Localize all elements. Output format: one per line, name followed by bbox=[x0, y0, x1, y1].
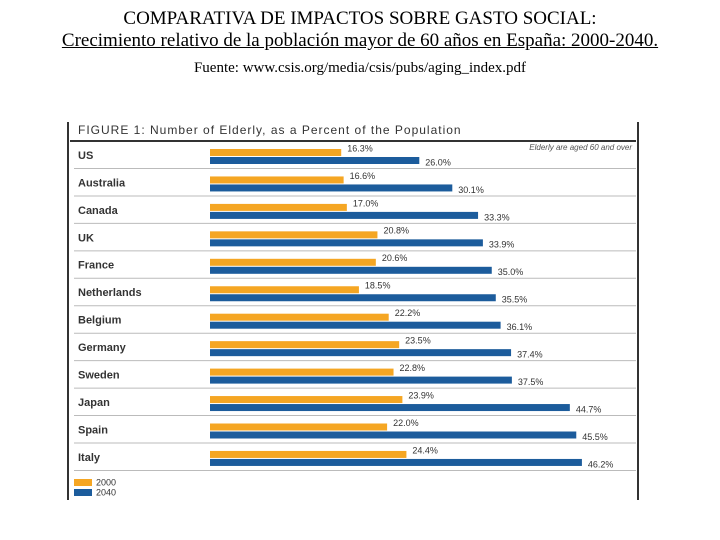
category-label: Germany bbox=[78, 342, 127, 354]
bar bbox=[210, 211, 479, 219]
category-label: Spain bbox=[78, 424, 108, 436]
category-label: Italy bbox=[78, 452, 101, 464]
legend-swatch bbox=[74, 489, 92, 496]
bar bbox=[210, 239, 483, 247]
bar bbox=[210, 423, 388, 431]
bar bbox=[210, 341, 400, 349]
value-label: 17.0% bbox=[353, 198, 379, 208]
category-label: Netherlands bbox=[78, 287, 142, 299]
value-label: 37.4% bbox=[517, 350, 543, 360]
bar bbox=[210, 404, 570, 412]
bar bbox=[210, 149, 342, 156]
bar bbox=[210, 321, 501, 329]
category-label: Belgium bbox=[78, 315, 122, 327]
bar bbox=[210, 157, 420, 164]
category-label: France bbox=[78, 260, 114, 272]
bar bbox=[210, 376, 512, 384]
bar bbox=[210, 203, 347, 211]
value-label: 24.4% bbox=[412, 445, 438, 455]
bar bbox=[210, 176, 344, 184]
chart-title: FIGURE 1: Number of Elderly, as a Percen… bbox=[78, 123, 462, 137]
category-label: Japan bbox=[78, 397, 110, 409]
category-label: Australia bbox=[78, 177, 126, 189]
bar bbox=[210, 286, 359, 294]
value-label: 26.0% bbox=[425, 157, 451, 167]
value-label: 46.2% bbox=[588, 459, 614, 469]
bar bbox=[210, 294, 496, 302]
chart-note: Elderly are aged 60 and over bbox=[529, 143, 632, 152]
legend-label: 2000 bbox=[96, 477, 116, 487]
value-label: 16.3% bbox=[347, 143, 373, 153]
value-label: 36.1% bbox=[507, 322, 533, 332]
bar bbox=[210, 258, 376, 266]
value-label: 23.5% bbox=[405, 336, 431, 346]
category-label: Sweden bbox=[78, 370, 120, 382]
header: COMPARATIVA DE IMPACTOS SOBRE GASTO SOCI… bbox=[60, 8, 660, 78]
subtitle: Crecimiento relativo de la población may… bbox=[61, 30, 659, 51]
value-label: 30.1% bbox=[458, 185, 484, 195]
category-label: Canada bbox=[78, 205, 119, 217]
value-label: 35.0% bbox=[498, 267, 524, 277]
legend-label: 2040 bbox=[96, 487, 116, 497]
bar bbox=[210, 266, 492, 274]
value-label: 23.9% bbox=[408, 390, 434, 400]
bar bbox=[210, 458, 582, 466]
value-label: 20.8% bbox=[383, 226, 409, 236]
bar bbox=[210, 313, 389, 321]
bar bbox=[210, 396, 403, 404]
category-label: US bbox=[78, 150, 93, 162]
value-label: 20.6% bbox=[382, 253, 408, 263]
category-label: UK bbox=[78, 232, 94, 244]
source: Fuente: www.csis.org/media/csis/pubs/agi… bbox=[193, 60, 527, 76]
bar bbox=[210, 368, 394, 376]
value-label: 22.8% bbox=[400, 363, 426, 373]
bar bbox=[210, 450, 407, 458]
value-label: 37.5% bbox=[518, 377, 544, 387]
value-label: 44.7% bbox=[576, 404, 602, 414]
value-label: 33.3% bbox=[484, 212, 510, 222]
value-label: 35.5% bbox=[502, 295, 528, 305]
bar bbox=[210, 349, 512, 357]
bar bbox=[210, 431, 577, 439]
value-label: 33.9% bbox=[489, 240, 515, 250]
value-label: 16.6% bbox=[350, 171, 376, 181]
value-label: 22.2% bbox=[395, 308, 421, 318]
value-label: 18.5% bbox=[365, 281, 391, 291]
bar bbox=[210, 231, 378, 239]
value-label: 45.5% bbox=[582, 432, 608, 442]
bar bbox=[210, 184, 453, 192]
value-label: 22.0% bbox=[393, 418, 419, 428]
legend-swatch bbox=[74, 479, 92, 486]
title: COMPARATIVA DE IMPACTOS SOBRE GASTO SOCI… bbox=[123, 8, 597, 29]
